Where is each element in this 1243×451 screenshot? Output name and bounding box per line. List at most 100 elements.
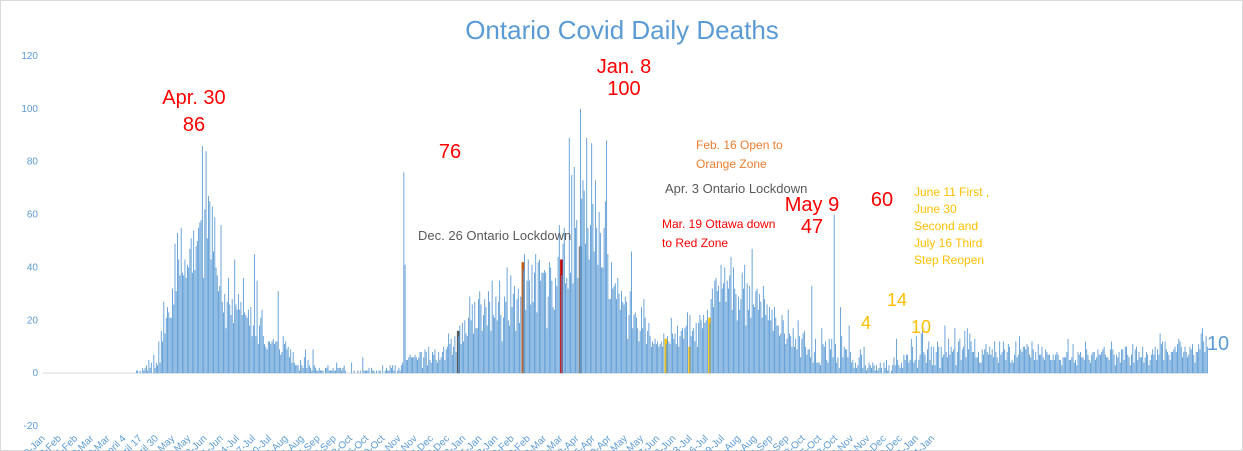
- bar: [173, 304, 175, 374]
- bar: [425, 352, 427, 374]
- bar: [1187, 357, 1188, 374]
- bar: [677, 325, 678, 374]
- bar: [1065, 357, 1067, 374]
- bar: [841, 336, 843, 374]
- bar: [490, 330, 492, 374]
- bar: [236, 309, 238, 374]
- bar: [536, 312, 538, 374]
- bar: [861, 354, 863, 374]
- bar: [1200, 333, 1202, 374]
- bar: [445, 349, 447, 374]
- bar: [680, 330, 682, 374]
- bar: [317, 370, 319, 374]
- bar: [1104, 354, 1106, 374]
- bar: [558, 225, 560, 374]
- annotation-text: Feb. 16 Open to: [696, 138, 783, 152]
- bar: [652, 341, 654, 374]
- bar: [195, 246, 197, 374]
- bar: [766, 304, 768, 374]
- bar: [905, 354, 907, 374]
- bar: [216, 275, 218, 374]
- bar: [969, 333, 971, 374]
- bar: [292, 352, 294, 374]
- bar: [948, 338, 950, 374]
- bar: [637, 328, 639, 374]
- bar: [867, 367, 869, 374]
- bar: [619, 309, 621, 374]
- bar: [1149, 359, 1151, 374]
- bar: [315, 367, 316, 374]
- bar: [811, 285, 813, 374]
- bar: [372, 370, 374, 374]
- bar: [328, 370, 330, 374]
- bar: [478, 299, 479, 374]
- bar: [275, 341, 277, 374]
- bar: [247, 309, 249, 374]
- bar: [910, 338, 912, 374]
- bar: [561, 275, 563, 374]
- bar: [848, 325, 850, 374]
- bar: [200, 219, 202, 374]
- bar: [469, 296, 471, 374]
- bar: [271, 341, 273, 374]
- bar: [1116, 354, 1118, 374]
- annotation-text: July 16 Third: [914, 236, 982, 250]
- bar: [629, 291, 631, 374]
- bar: [293, 362, 295, 374]
- bar: [250, 307, 252, 374]
- bar: [502, 317, 504, 374]
- bar: [683, 338, 685, 374]
- bar: [439, 359, 441, 374]
- bar: [476, 328, 478, 374]
- bar: [1078, 354, 1080, 374]
- bar: [450, 338, 452, 374]
- bar: [177, 233, 178, 374]
- bar: [226, 301, 228, 374]
- bar: [649, 336, 651, 374]
- bar: [419, 352, 421, 374]
- bar: [332, 367, 334, 374]
- bar: [434, 349, 436, 374]
- bar: [303, 357, 305, 374]
- bar: [742, 288, 744, 374]
- bar: [869, 365, 871, 374]
- bar: [747, 309, 749, 374]
- bar: [823, 346, 825, 374]
- bar: [593, 251, 595, 374]
- bar: [446, 346, 448, 374]
- bar: [516, 299, 518, 374]
- bar: [144, 367, 146, 374]
- bar: [699, 315, 701, 374]
- bar: [422, 367, 423, 374]
- bar: [1006, 352, 1008, 374]
- bar: [981, 349, 983, 374]
- bar: [642, 328, 644, 374]
- bar: [776, 325, 778, 374]
- bar: [1159, 333, 1161, 374]
- bar: [530, 304, 532, 374]
- bar: [385, 367, 387, 374]
- bar: [1067, 338, 1069, 374]
- bar: [1160, 344, 1162, 374]
- bar: [1111, 341, 1113, 374]
- bar: [764, 299, 766, 374]
- bar: [1168, 354, 1170, 374]
- bar: [184, 259, 186, 374]
- bar: [520, 296, 522, 374]
- bar: [929, 359, 931, 374]
- bar: [464, 320, 466, 374]
- bar: [690, 336, 692, 374]
- bar: [262, 336, 264, 374]
- bar: [691, 330, 693, 374]
- bar: [645, 344, 647, 374]
- bar: [765, 315, 767, 374]
- bar: [720, 264, 722, 374]
- bar: [209, 201, 211, 374]
- bar: [731, 309, 733, 374]
- bar: [668, 341, 670, 374]
- bar: [215, 267, 217, 374]
- bar: [145, 365, 147, 374]
- bar: [1022, 346, 1024, 374]
- bar: [714, 280, 716, 374]
- bar: [287, 346, 289, 374]
